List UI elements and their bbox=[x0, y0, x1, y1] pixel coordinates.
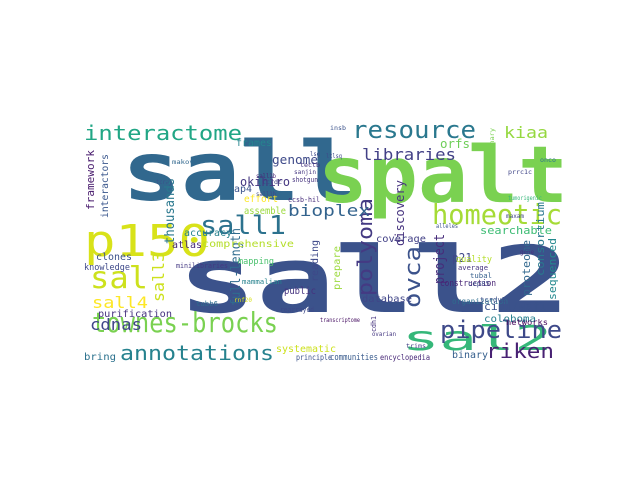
word: onco bbox=[540, 157, 556, 164]
word: networks bbox=[506, 318, 548, 327]
word: cep85 bbox=[468, 280, 490, 288]
word: coloboma bbox=[484, 314, 536, 325]
word: libraries bbox=[362, 145, 456, 164]
word: sall1b bbox=[256, 191, 276, 198]
word: insb bbox=[330, 125, 346, 132]
word: quality bbox=[456, 255, 493, 265]
word: pipeline bbox=[440, 316, 562, 344]
word: project bbox=[432, 234, 448, 284]
word: sal bbox=[90, 261, 148, 296]
word: assemble bbox=[244, 206, 286, 217]
word: knowledge bbox=[84, 263, 130, 273]
word: makova bbox=[172, 159, 198, 166]
word: sall1 bbox=[200, 211, 286, 241]
word: gene bbox=[520, 249, 534, 256]
word: riken bbox=[486, 339, 554, 363]
word: framework bbox=[84, 150, 97, 210]
word: rearrayed bbox=[280, 306, 314, 314]
word: cip1/waf1 bbox=[484, 300, 546, 313]
word: consortium bbox=[534, 202, 547, 276]
word: database bbox=[362, 294, 412, 305]
word: orfs bbox=[440, 137, 470, 151]
word: organization bbox=[452, 297, 508, 306]
word: accuracy bbox=[184, 228, 232, 239]
word: tumorigenic bbox=[508, 195, 542, 202]
word: comprehensive bbox=[202, 239, 294, 250]
word: ovca bbox=[401, 246, 426, 308]
word: coverage bbox=[376, 234, 426, 245]
word: shotgun bbox=[292, 176, 318, 184]
word: okihiro bbox=[240, 175, 290, 189]
word: kiaa bbox=[504, 123, 548, 142]
word: mapping bbox=[238, 257, 274, 267]
word: discovery bbox=[393, 180, 407, 246]
word: public bbox=[284, 286, 316, 297]
word: resource bbox=[352, 116, 476, 144]
word: spalt bbox=[318, 131, 568, 221]
word: reading bbox=[310, 240, 321, 282]
word: lsg bbox=[310, 151, 320, 158]
word: binary bbox=[452, 350, 488, 361]
word: bring bbox=[84, 352, 116, 363]
word: homeotic bbox=[432, 198, 562, 231]
word: p150 bbox=[84, 216, 210, 267]
word: interactome bbox=[84, 121, 242, 145]
word: principle bbox=[296, 353, 332, 362]
word: evolutionary bbox=[489, 128, 496, 178]
word: thousands bbox=[163, 178, 178, 244]
word: tubal bbox=[470, 272, 492, 280]
word: bioplex bbox=[288, 201, 370, 220]
word: sequenced bbox=[546, 238, 559, 300]
word: p21 bbox=[452, 251, 472, 265]
word: transcriptome bbox=[320, 317, 360, 324]
word: tcrdc bbox=[262, 179, 282, 186]
word: prepare bbox=[332, 246, 343, 290]
word: average bbox=[458, 264, 488, 272]
word: ltlsq bbox=[326, 153, 342, 160]
word: frames bbox=[236, 138, 272, 149]
word: tectb bbox=[300, 162, 320, 169]
word: communities bbox=[330, 353, 378, 363]
word: tcrdv3 bbox=[480, 296, 506, 304]
word: ap4 bbox=[234, 184, 252, 195]
word: clones bbox=[96, 252, 132, 263]
word: sal2 bbox=[402, 319, 552, 359]
word: townes-brocks bbox=[92, 306, 278, 339]
word: sanjin bbox=[294, 169, 316, 176]
word: maxam bbox=[506, 213, 524, 220]
word: sall2 bbox=[178, 227, 570, 334]
word: sall bbox=[122, 125, 358, 220]
word: minilibraries bbox=[176, 262, 228, 270]
word: purification bbox=[98, 309, 172, 320]
word: effort bbox=[244, 194, 278, 205]
word: mammalian bbox=[242, 278, 282, 286]
word: full-length bbox=[229, 228, 244, 306]
word: systematic bbox=[276, 344, 336, 355]
word: encyclopedia bbox=[380, 353, 430, 362]
word: interactors bbox=[100, 154, 111, 218]
word: prrc1c bbox=[508, 169, 532, 176]
word: ccsb-hil bbox=[288, 196, 320, 204]
word: sall4 bbox=[92, 293, 148, 312]
word: searchable bbox=[480, 224, 552, 237]
word: genome bbox=[272, 153, 318, 167]
word: sall2b bbox=[256, 173, 276, 180]
word: annotations bbox=[120, 341, 274, 365]
word: construction bbox=[440, 279, 496, 289]
word: sall3 bbox=[149, 252, 168, 302]
word: proteome bbox=[520, 240, 533, 296]
word: tcraj bbox=[156, 179, 172, 186]
word: tubb6 bbox=[196, 300, 218, 308]
word: polyoma bbox=[353, 198, 377, 296]
word: cdh1 bbox=[370, 316, 378, 332]
word: rnf20 bbox=[234, 297, 252, 304]
word: alleles bbox=[436, 223, 458, 230]
word: atlas bbox=[172, 240, 202, 251]
word: cdnas bbox=[90, 315, 142, 334]
word: ovarian bbox=[372, 331, 396, 338]
word: trims bbox=[406, 343, 426, 350]
